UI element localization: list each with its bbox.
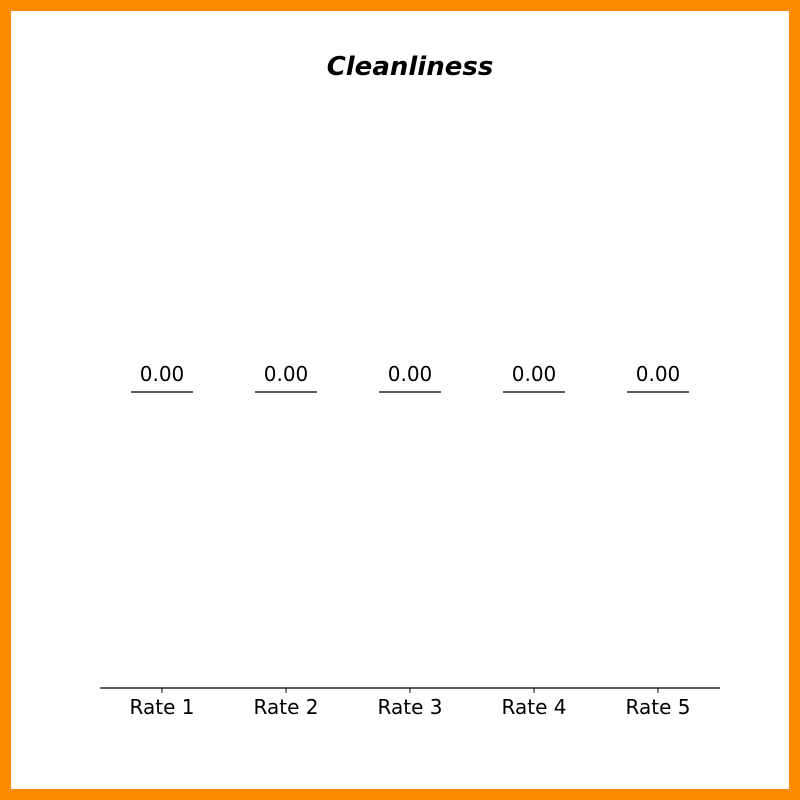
bars-group: 0.00 Rate 1 0.00 Rate 2 0.00 Rate 3 0.00 Rate 4…	[130, 362, 691, 719]
x-tick-label-3: Rate 3	[378, 695, 443, 719]
chart-title: Cleanliness	[327, 52, 494, 82]
data-label-5: 0.00	[636, 362, 681, 386]
x-tick-label-2: Rate 2	[254, 695, 319, 719]
x-tick-label-5: Rate 5	[626, 695, 691, 719]
data-label-4: 0.00	[512, 362, 557, 386]
data-label-1: 0.00	[140, 362, 185, 386]
x-tick-label-4: Rate 4	[502, 695, 567, 719]
data-label-3: 0.00	[388, 362, 433, 386]
data-label-2: 0.00	[264, 362, 309, 386]
x-tick-label-1: Rate 1	[130, 695, 195, 719]
